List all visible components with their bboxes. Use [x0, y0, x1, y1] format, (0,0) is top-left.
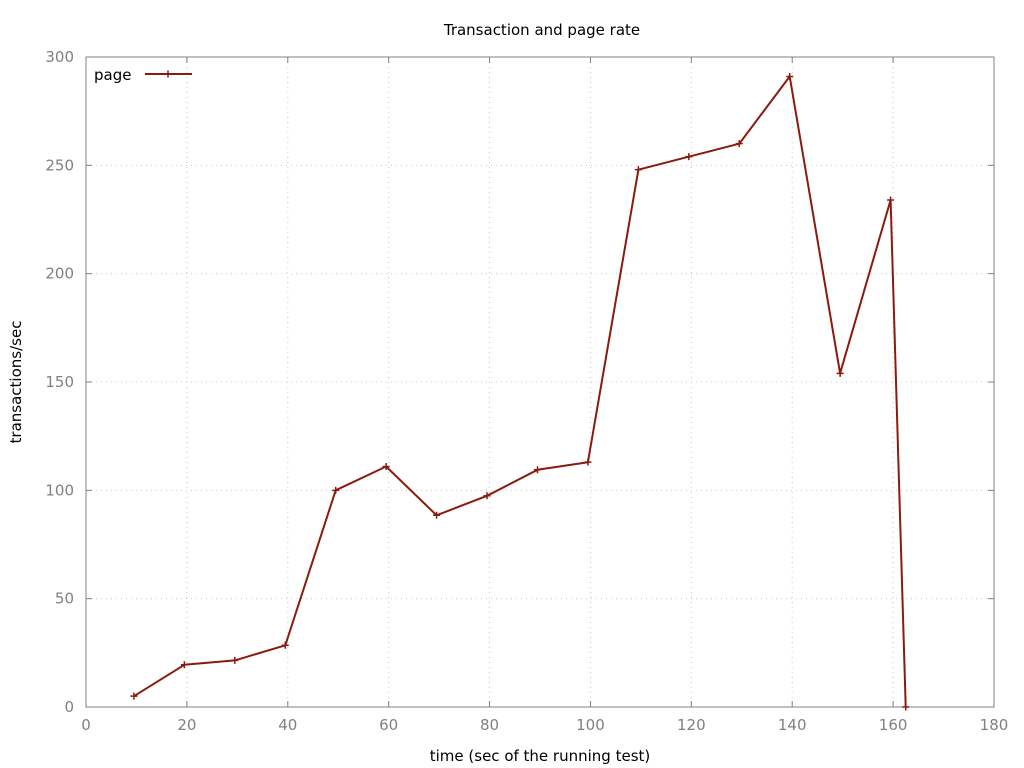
x-tick-label: 0 [81, 716, 91, 734]
data-point [584, 458, 592, 466]
data-point [130, 692, 138, 700]
data-point [180, 661, 188, 669]
x-axis-label: time (sec of the running test) [430, 747, 651, 765]
y-tick-label: 200 [45, 265, 74, 283]
x-tick-label: 80 [480, 716, 499, 734]
data-point [433, 511, 441, 519]
data-point [786, 73, 794, 80]
data-point [902, 703, 910, 711]
data-point [735, 140, 743, 148]
x-tick-label: 180 [980, 716, 1009, 734]
data-point [887, 196, 895, 204]
data-point [634, 166, 642, 174]
data-point [281, 641, 289, 649]
legend: page [94, 66, 192, 84]
plot-frame [85, 56, 995, 708]
y-tick-label: 50 [55, 590, 74, 608]
series-line-page [133, 75, 907, 708]
y-tick-label: 0 [64, 698, 74, 716]
x-tick-label: 60 [379, 716, 398, 734]
series [130, 73, 910, 711]
grid [86, 57, 994, 707]
x-tick-label: 20 [177, 716, 196, 734]
data-point [382, 463, 390, 470]
x-tick-label: 160 [879, 716, 908, 734]
legend-label-page: page [94, 66, 131, 84]
axis-ticks: 0 20 40 60 80 100 120 140 160 180 0 50 100 150 200 250 3… [45, 48, 1008, 734]
legend-marker-page [164, 70, 172, 78]
data-point [231, 656, 239, 664]
x-tick-label: 40 [278, 716, 297, 734]
y-tick-label: 300 [45, 48, 74, 66]
x-tick-label: 100 [576, 716, 605, 734]
y-axis-label: transactions/sec [7, 321, 25, 444]
data-point [483, 492, 491, 500]
x-tick-label: 120 [677, 716, 706, 734]
chart-title: Transaction and page rate [443, 21, 640, 39]
data-point [533, 466, 541, 474]
y-tick-label: 100 [45, 481, 74, 499]
y-tick-label: 250 [45, 156, 74, 174]
data-point [836, 369, 844, 377]
data-point [685, 153, 693, 161]
x-tick-label: 140 [778, 716, 807, 734]
y-tick-label: 150 [45, 373, 74, 391]
data-point [332, 486, 340, 494]
